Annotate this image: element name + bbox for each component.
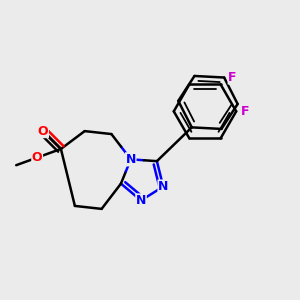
Text: F: F [228,71,237,84]
Text: N: N [136,194,146,207]
Text: O: O [38,124,48,138]
Text: O: O [32,151,43,164]
Text: N: N [126,153,136,166]
Text: F: F [241,105,249,118]
Text: N: N [158,180,168,193]
